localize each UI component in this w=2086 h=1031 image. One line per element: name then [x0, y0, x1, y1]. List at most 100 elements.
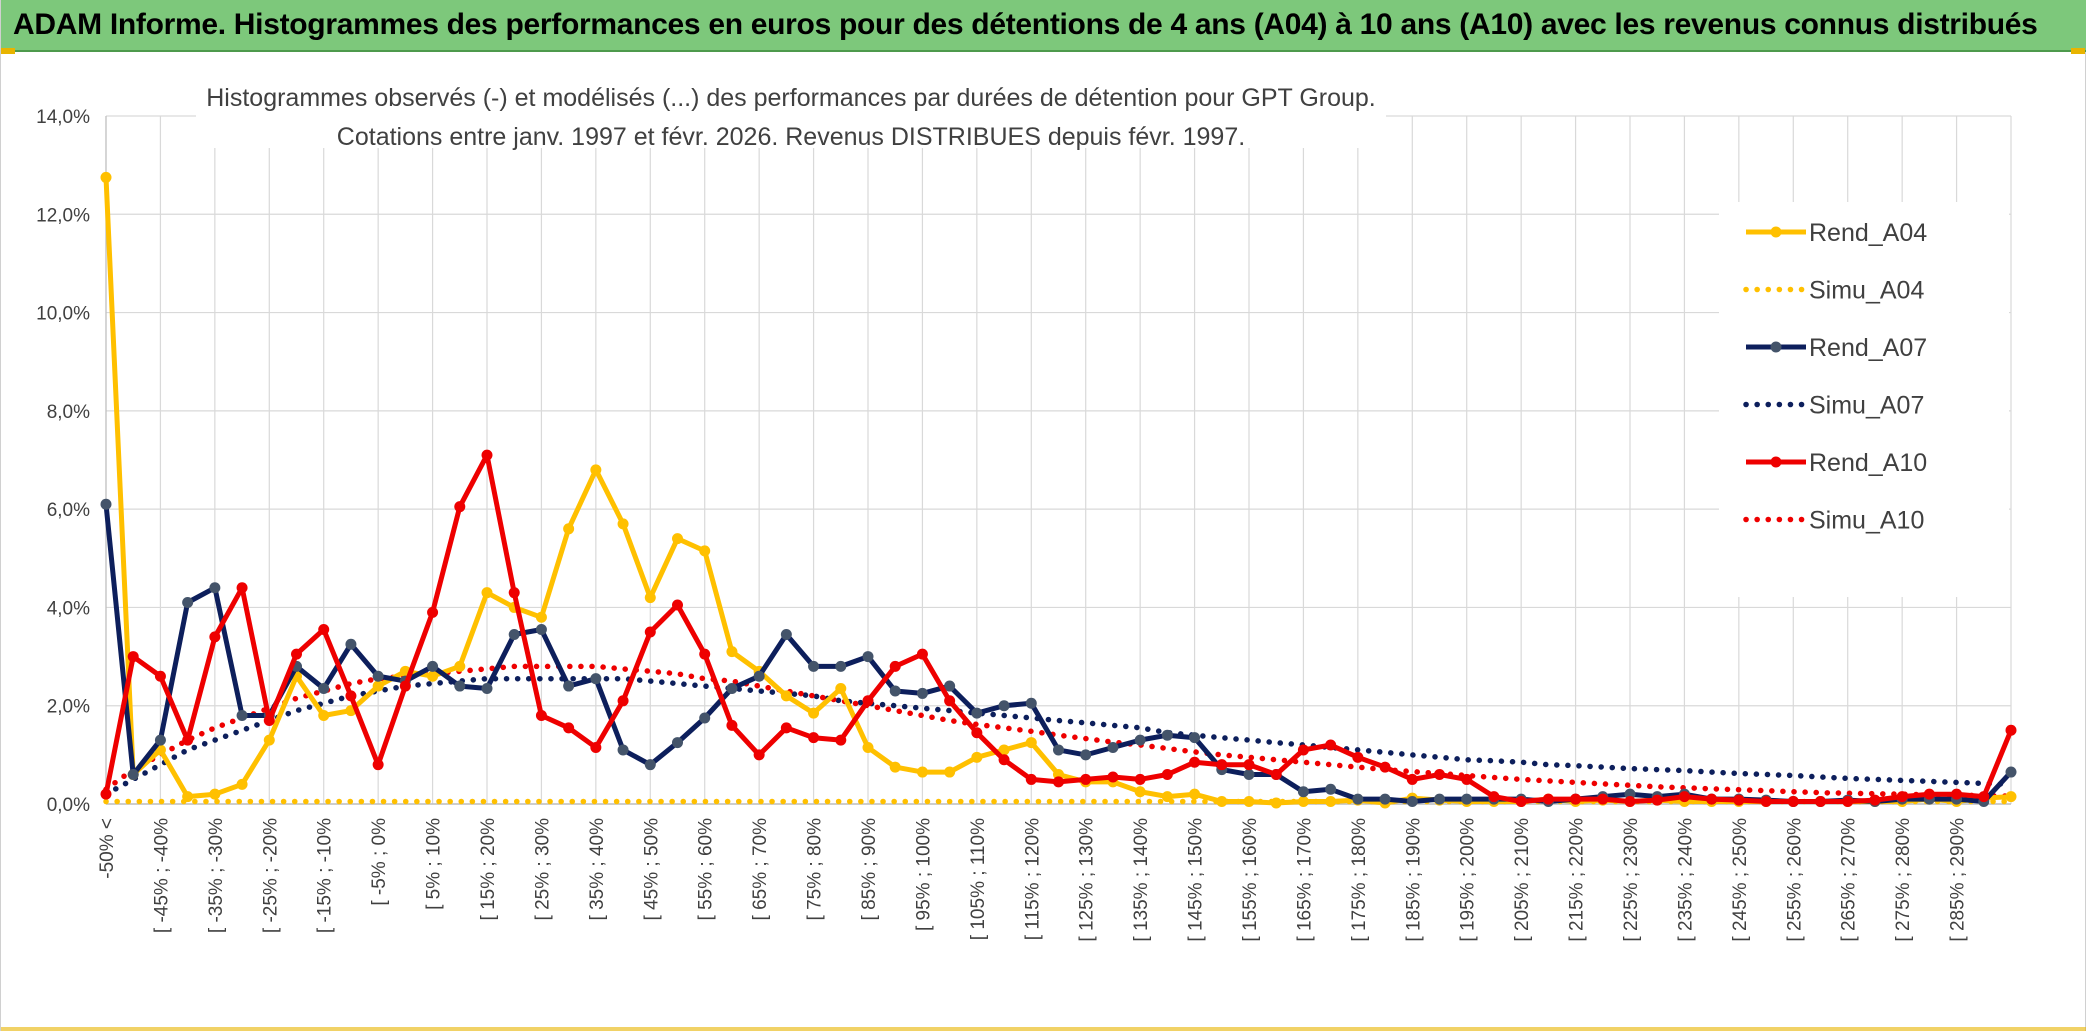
chart-title-line-1: Histogrammes observés (-) et modélisés (…: [206, 84, 1376, 112]
y-tick-label: 12,0%: [36, 205, 90, 226]
data-point: [1161, 729, 1173, 741]
x-tick-label: -50% <: [97, 818, 118, 879]
data-point: [1815, 796, 1826, 808]
y-tick-label: 14,0%: [36, 107, 90, 128]
data-point: [100, 788, 112, 800]
x-tick-label: [ 145% ; 150%: [1186, 818, 1207, 942]
data-point: [345, 690, 357, 702]
data-point: [1515, 796, 1527, 808]
data-point: [998, 700, 1010, 712]
x-tick-label: [ -35% ; -30%: [206, 818, 227, 933]
data-point: [1434, 769, 1445, 781]
data-point: [1461, 773, 1473, 785]
data-point: [835, 660, 847, 672]
data-point: [2005, 791, 2017, 803]
series-Rend_A10: [100, 449, 2017, 808]
data-point: [2005, 724, 2017, 736]
x-tick-label: [ 265% ; 270%: [1839, 818, 1860, 942]
data-point: [971, 751, 983, 763]
data-point: [535, 611, 547, 623]
legend-marker: [1770, 226, 1782, 238]
data-point: [699, 712, 711, 724]
legend-label: Rend_A04: [1809, 219, 1927, 247]
data-point: [1189, 788, 1201, 800]
data-point: [127, 769, 139, 781]
data-point: [889, 761, 901, 773]
data-point: [563, 523, 575, 535]
x-tick-label: [ 85% ; 90%: [859, 818, 880, 921]
data-point: [1243, 759, 1255, 771]
data-point: [427, 606, 439, 618]
x-tick-label: [ 245% ; 250%: [1730, 818, 1751, 942]
data-point: [563, 680, 575, 692]
data-point: [454, 680, 466, 692]
x-tick-label: [ 75% ; 80%: [805, 818, 826, 921]
data-point: [372, 670, 384, 682]
data-point: [1379, 761, 1391, 773]
data-point: [508, 628, 520, 640]
chart-series: [100, 171, 2017, 809]
x-tick-label: [ 65% ; 70%: [750, 818, 771, 921]
data-point: [1080, 749, 1092, 761]
legend-item-Rend_A10: Rend_A10: [1746, 449, 1927, 477]
x-tick-label: [ 185% ; 190%: [1403, 818, 1424, 942]
data-point: [590, 464, 602, 476]
data-point: [1053, 776, 1064, 788]
legend-item-Simu_A10: Simu_A10: [1743, 507, 1924, 535]
data-point: [862, 651, 874, 663]
data-point: [808, 732, 820, 744]
data-point: [399, 680, 411, 692]
data-point: [1434, 793, 1445, 805]
data-point: [1297, 744, 1309, 756]
y-tick-label: 4,0%: [47, 598, 90, 619]
data-point: [726, 719, 738, 731]
data-point: [862, 741, 874, 753]
data-point: [644, 626, 656, 638]
data-point: [535, 710, 547, 722]
report-banner: ADAM Informe. Histogrammes des performan…: [1, 0, 2086, 52]
x-tick-label: [ 215% ; 220%: [1567, 818, 1588, 942]
data-point: [672, 737, 683, 749]
data-point: [1923, 788, 1935, 800]
legend-item-Simu_A07: Simu_A07: [1743, 392, 1924, 420]
x-tick-label: [ 255% ; 260%: [1784, 818, 1805, 942]
data-point: [318, 624, 330, 636]
data-point: [1025, 737, 1037, 749]
chart-legend: Rend_A04 Simu_A04 Rend_A07 Simu_A07 Rend_A10…: [1719, 202, 2009, 597]
x-tick-label: [ 275% ; 280%: [1893, 818, 1914, 942]
data-point: [1297, 786, 1309, 798]
data-point: [1379, 793, 1391, 805]
data-point: [780, 628, 792, 640]
data-point: [862, 695, 874, 707]
x-tick-label: [ 115% ; 120%: [1022, 818, 1043, 940]
data-point: [780, 722, 792, 734]
data-point: [1760, 796, 1772, 808]
x-tick-label: [ 285% ; 290%: [1948, 818, 1969, 942]
data-point: [1189, 732, 1201, 744]
data-point: [535, 624, 547, 636]
data-point: [1624, 796, 1636, 808]
data-point: [753, 670, 765, 682]
legend-item-Rend_A04: Rend_A04: [1746, 219, 1927, 247]
data-point: [1542, 793, 1554, 805]
data-point: [209, 788, 221, 800]
legend-label: Rend_A10: [1809, 449, 1927, 477]
data-point: [291, 648, 302, 660]
data-point: [481, 449, 493, 461]
x-tick-label: [ -5% ; 0%: [369, 818, 390, 906]
data-point: [1216, 796, 1228, 808]
data-point: [1325, 739, 1337, 751]
data-point: [154, 734, 166, 746]
data-point: [1161, 769, 1173, 781]
data-point: [889, 660, 901, 672]
data-point: [1706, 793, 1718, 805]
data-point: [209, 631, 221, 643]
data-point: [1842, 796, 1854, 808]
data-point: [1270, 797, 1282, 809]
data-point: [1951, 788, 1963, 800]
x-tick-label: [ 165% ; 170%: [1294, 818, 1315, 942]
data-point: [780, 690, 792, 702]
data-point: [916, 687, 928, 699]
y-axis: 0,0% 2,0% 4,0% 6,0% 8,0% 10,0% 12,0% 14,0%: [36, 107, 90, 816]
data-point: [672, 533, 683, 545]
